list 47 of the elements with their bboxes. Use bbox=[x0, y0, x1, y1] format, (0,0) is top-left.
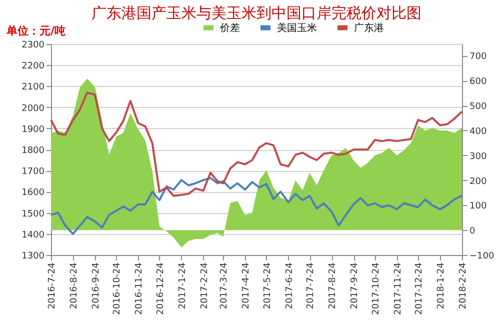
y-tick-label: 2000 bbox=[22, 104, 45, 114]
y-tick-label: 1900 bbox=[22, 124, 45, 135]
x-tick-label: 2017-1-24 bbox=[178, 262, 188, 310]
legend-label: 广东港 bbox=[354, 22, 384, 34]
y2-tick-label: 0 bbox=[470, 226, 476, 237]
y-tick-label: 1500 bbox=[22, 209, 45, 220]
x-tick-label: 2017-12-24 bbox=[414, 262, 425, 315]
x-tick-label: 2017-2-24 bbox=[200, 262, 210, 310]
x-tick-label: 2016-11-24 bbox=[134, 262, 145, 315]
line-series bbox=[50, 92, 463, 197]
y-tick-label: 2300 bbox=[22, 40, 45, 50]
y-tick-label: 1600 bbox=[22, 188, 45, 198]
y2-tick-label: 200 bbox=[470, 176, 487, 187]
y2-tick-label: 700 bbox=[470, 52, 487, 62]
chart-title: 广东港国产玉米与美玉米到中国口岸完税价对比图 bbox=[92, 4, 422, 22]
x-tick-label: 2017-6-24 bbox=[284, 262, 295, 310]
x-tick-label: 2017-8-24 bbox=[328, 262, 338, 310]
x-tick-label: 2017-4-24 bbox=[242, 262, 252, 310]
x-tick-label: 2017-5-24 bbox=[262, 262, 273, 310]
y2-tick-label: 500 bbox=[470, 102, 487, 112]
x-tick-label: 2017-9-24 bbox=[350, 262, 360, 310]
y-tick-label: 1800 bbox=[22, 146, 45, 156]
y2-tick-label: 400 bbox=[470, 126, 487, 137]
line-series bbox=[50, 176, 463, 235]
x-tick-label: 2016-12-24 bbox=[156, 262, 166, 315]
legend-label: 价差 bbox=[219, 22, 240, 34]
legend-label: 美国玉米 bbox=[277, 22, 317, 34]
y-axis-title: 单位：元/吨 bbox=[6, 24, 66, 38]
y-tick-label: 2200 bbox=[22, 62, 45, 72]
x-tick-label: 2016-7-24 bbox=[48, 262, 58, 310]
y-tick-label: 1300 bbox=[22, 252, 45, 262]
y-tick-label: 1400 bbox=[22, 230, 45, 240]
x-tick-label: 2016-8-24 bbox=[69, 262, 80, 310]
x-tick-label: 2016-10-24 bbox=[112, 262, 123, 315]
y-tick-label: 1700 bbox=[22, 167, 45, 178]
x-tick-label: 2018-1-24 bbox=[436, 262, 447, 310]
x-tick-label: 2017-11-24 bbox=[393, 262, 404, 315]
x-tick-label: 2017-7-24 bbox=[306, 262, 316, 310]
x-tick-label: 2018-2-24 bbox=[458, 262, 468, 310]
y-tick-label: 2100 bbox=[22, 82, 45, 93]
y2-tick-label: −100 bbox=[470, 252, 494, 262]
y2-tick-label: 300 bbox=[470, 152, 487, 162]
y2-tick-label: 100 bbox=[470, 202, 487, 212]
y2-tick-label: 600 bbox=[470, 77, 487, 88]
x-tick-label: 2017-3-24 bbox=[220, 262, 230, 310]
x-tick-label: 2017-10-24 bbox=[371, 262, 382, 315]
x-tick-label: 2016-9-24 bbox=[91, 262, 102, 310]
